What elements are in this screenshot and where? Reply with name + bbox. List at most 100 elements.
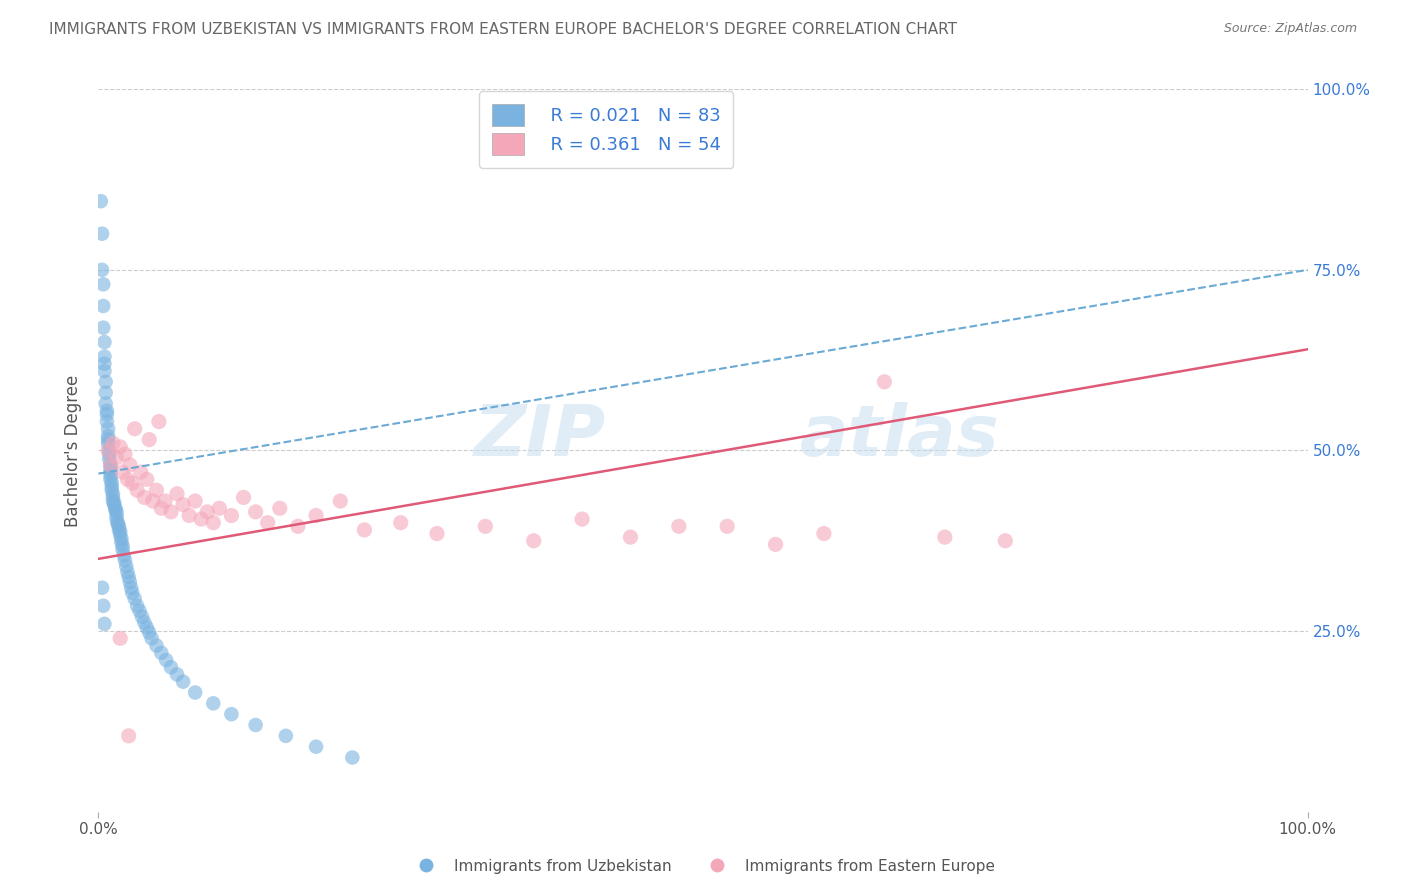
Point <box>97 443 120 458</box>
Point <box>145 639 167 653</box>
Point <box>148 415 170 429</box>
Point <box>426 526 449 541</box>
Point <box>184 685 207 699</box>
Point <box>100 483 122 498</box>
Point <box>94 385 117 400</box>
Point <box>117 565 139 579</box>
Point <box>138 433 160 447</box>
Point <box>100 475 122 490</box>
Point <box>128 604 150 618</box>
Point <box>97 429 120 443</box>
Point <box>142 494 165 508</box>
Point <box>232 491 254 505</box>
Point <box>305 739 328 754</box>
Point <box>108 524 131 539</box>
Point <box>668 519 690 533</box>
Point <box>131 609 153 624</box>
Point <box>108 440 131 454</box>
Point <box>523 533 546 548</box>
Point <box>101 491 124 505</box>
Point <box>287 519 309 533</box>
Point <box>90 194 112 209</box>
Point <box>112 548 135 562</box>
Point <box>179 508 201 523</box>
Point <box>245 505 267 519</box>
Point <box>111 539 134 553</box>
Point <box>91 581 114 595</box>
Point <box>111 542 134 557</box>
Point <box>571 512 593 526</box>
Point <box>329 494 352 508</box>
Point <box>124 591 146 606</box>
Point <box>94 396 117 410</box>
Point <box>135 620 157 634</box>
Point <box>104 502 127 516</box>
Point <box>91 599 114 613</box>
Point <box>145 483 167 498</box>
Point <box>155 653 177 667</box>
Point <box>91 299 114 313</box>
Point <box>134 491 156 505</box>
Point <box>172 674 194 689</box>
Point <box>100 480 122 494</box>
Point <box>474 519 496 533</box>
Point <box>103 495 125 509</box>
Point <box>202 696 225 710</box>
Point <box>153 494 176 508</box>
Point <box>100 472 122 486</box>
Point <box>100 461 122 475</box>
Point <box>118 729 141 743</box>
Point <box>129 465 152 479</box>
Point <box>91 227 114 241</box>
Point <box>114 447 136 461</box>
Point <box>93 364 115 378</box>
Point <box>97 433 120 447</box>
Point <box>105 505 128 519</box>
Point <box>353 523 375 537</box>
Point <box>93 616 115 631</box>
Text: IMMIGRANTS FROM UZBEKISTAN VS IMMIGRANTS FROM EASTERN EUROPE BACHELOR'S DEGREE C: IMMIGRANTS FROM UZBEKISTAN VS IMMIGRANTS… <box>49 22 957 37</box>
Point <box>98 452 121 467</box>
Point <box>127 599 149 613</box>
Point <box>994 533 1017 548</box>
Point <box>138 625 160 640</box>
Point <box>96 415 118 429</box>
Point <box>305 508 328 523</box>
Point <box>94 375 117 389</box>
Point <box>103 498 125 512</box>
Point <box>100 468 122 483</box>
Point <box>105 512 128 526</box>
Point <box>160 505 183 519</box>
Point <box>221 508 243 523</box>
Point <box>108 523 131 537</box>
Point <box>160 660 183 674</box>
Point <box>150 501 173 516</box>
Y-axis label: Bachelor's Degree: Bachelor's Degree <box>65 375 83 526</box>
Point <box>97 422 120 436</box>
Point <box>166 667 188 681</box>
Point <box>101 436 124 450</box>
Point <box>111 465 134 479</box>
Point <box>208 501 231 516</box>
Point <box>120 581 142 595</box>
Point <box>91 320 114 334</box>
Point <box>100 458 122 472</box>
Point <box>97 436 120 450</box>
Point <box>190 512 212 526</box>
Point <box>172 498 194 512</box>
Text: ZIP: ZIP <box>474 401 606 470</box>
Point <box>342 750 364 764</box>
Point <box>93 334 115 349</box>
Point <box>166 487 188 501</box>
Point <box>108 632 131 646</box>
Point <box>269 501 291 516</box>
Point <box>135 472 157 486</box>
Point <box>101 494 124 508</box>
Point <box>115 559 138 574</box>
Point <box>619 530 641 544</box>
Point <box>118 458 141 472</box>
Point <box>765 537 787 551</box>
Point <box>934 530 956 544</box>
Point <box>110 535 132 549</box>
Point <box>107 517 129 532</box>
